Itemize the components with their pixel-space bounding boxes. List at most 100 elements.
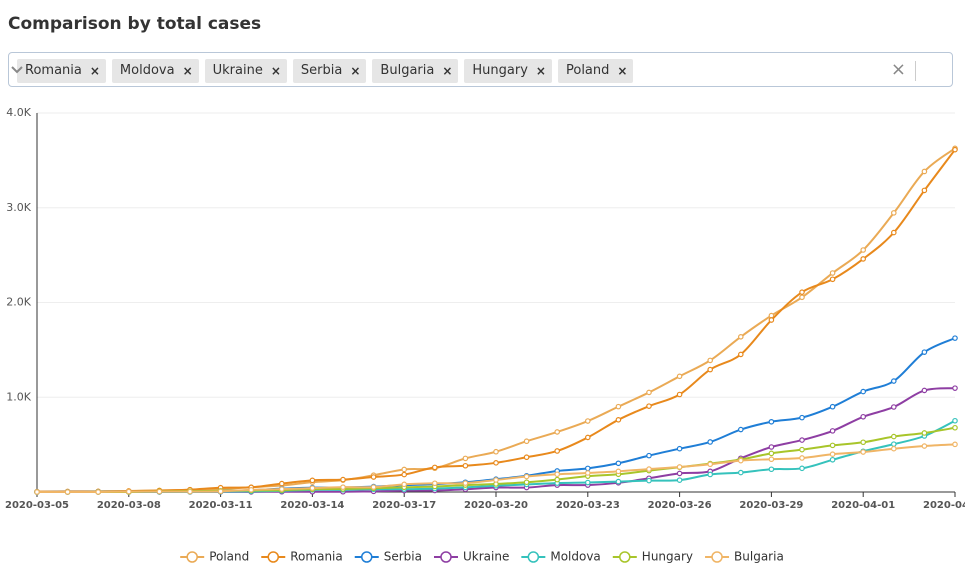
point [187,489,193,495]
point [952,417,958,424]
point [584,418,591,424]
point [676,445,683,452]
point [737,333,744,340]
point [737,469,744,476]
point [768,418,775,425]
point [554,480,561,486]
tag-remove[interactable]: × [617,64,628,78]
point [64,489,71,495]
point [707,460,714,467]
point [584,434,591,441]
point [431,480,438,487]
tag-remove[interactable]: × [270,64,281,78]
point [799,446,805,453]
point [615,478,622,485]
point [646,403,652,409]
tag-remove[interactable]: × [182,64,193,78]
point [921,433,928,439]
legend-marker [267,551,280,563]
point [248,487,255,494]
point [126,489,132,495]
point [493,460,499,466]
point [799,414,805,421]
legend: Poland Romania Serbia Ukraine Moldova Hungary… [180,550,784,564]
tag-label: Serbia [300,63,343,78]
point [676,464,683,470]
point [584,482,591,488]
x-tick-label: 2020-03-11 [189,500,253,511]
point [952,441,958,448]
point [737,455,744,462]
tag-remove[interactable]: × [350,64,361,78]
legend-marker [619,551,631,563]
point [64,489,71,495]
point [829,403,836,410]
legend-item: Hungary [612,550,693,564]
tag-remove[interactable]: × [535,64,546,78]
legend-item: Bulgaria [705,550,784,564]
x-tick-label: 2020-03-17 [372,500,436,511]
point [523,479,530,486]
point [737,351,744,358]
point [860,413,867,420]
point [646,477,652,484]
point [217,487,224,494]
point [156,488,163,495]
point [156,489,163,495]
point [707,471,714,478]
point [646,466,652,472]
point [584,470,591,476]
point [523,481,530,488]
point [126,488,132,495]
point [370,474,377,480]
clear-button[interactable]: × [890,59,906,80]
legend-marker [440,551,452,563]
point [126,489,132,495]
country-select[interactable]: Romania × Moldova × Ukraine × Serbia × Bulgaria ×… [8,52,953,87]
point [126,489,132,495]
point [890,378,897,384]
point [646,467,652,474]
point [340,476,346,483]
point [95,489,102,495]
point [554,468,561,474]
point [431,481,438,487]
point [34,489,40,495]
tag-label: Moldova [119,63,175,78]
point [615,403,622,410]
point [493,477,499,483]
point [34,489,40,495]
tag-remove[interactable]: × [442,64,453,78]
legend-label: Bulgaria [734,550,784,564]
point [278,487,285,493]
point [676,464,683,471]
point [493,481,499,487]
point [921,187,928,194]
point [462,482,469,488]
point [340,486,346,492]
legend-item: Ukraine [433,550,509,564]
point [309,484,316,491]
point [615,480,622,486]
legend-marker [527,551,540,563]
point [370,488,377,495]
point [217,484,224,491]
point [156,489,163,495]
point [248,489,255,495]
point [34,489,40,495]
y-tick-label: 1.0K [6,390,31,403]
point [64,489,71,495]
point [676,391,683,398]
tag-remove[interactable]: × [89,64,100,78]
tag: Romania × [17,59,106,83]
point [768,456,775,463]
point [646,389,652,396]
point [248,487,255,493]
tag: Poland × [557,59,634,83]
point [126,489,132,495]
point [799,294,805,301]
dropdown-button[interactable] [9,62,25,78]
tag: Hungary × [464,59,552,83]
x-tick-label: 2020-03-14 [280,500,344,511]
point [156,488,163,495]
